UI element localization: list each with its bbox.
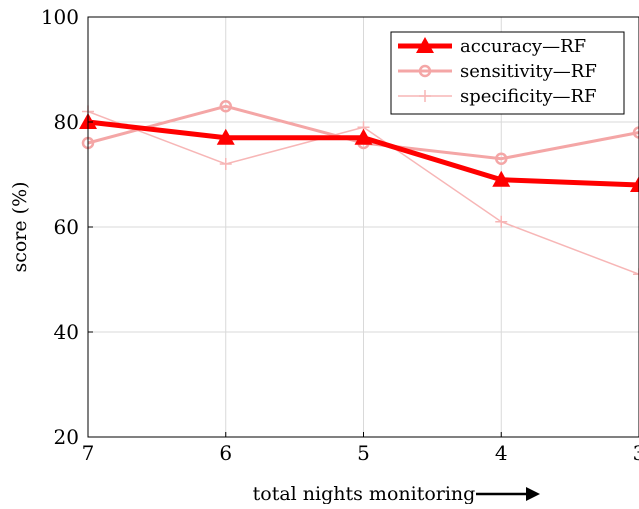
legend-marker [418,64,432,78]
x-tick-label: 6 [219,441,232,465]
data-point [495,215,508,228]
y-tick-label: 80 [54,110,79,134]
x-tick-label: 7 [82,441,95,465]
legend-label: accuracy—RF [460,36,586,57]
x-tick-label: 3 [633,441,639,465]
legend-item: accuracy—RF [398,36,586,57]
series-layer [79,100,639,281]
data-point [633,268,639,281]
data-point [632,126,639,139]
data-point [354,128,373,145]
series-1 [79,113,639,192]
data-point [219,100,232,113]
data-point [492,170,511,187]
legend: accuracy—RF sensitivity—RF specificity—RF [390,31,625,115]
x-tick-label: 4 [495,441,508,465]
x-tick-label: 5 [357,441,370,465]
data-point [219,158,232,170]
y-tick-label: 60 [54,215,79,239]
legend-label: sensitivity—RF [460,61,597,82]
legend-item: sensitivity—RF [398,61,597,82]
ticks: 7 6 5 4 3 20 40 60 80 100 [41,5,639,465]
legend-marker [419,90,431,102]
legend-marker [416,37,434,53]
y-tick-label: 20 [54,425,79,449]
data-point [216,128,235,145]
x-axis-label: total nights monitoring [253,483,476,504]
y-tick-label: 40 [54,320,79,344]
y-tick-label: 100 [41,5,79,29]
data-point [630,176,639,192]
legend-item: specificity—RF [398,86,597,107]
data-point [495,152,508,165]
legend-label: specificity—RF [460,86,597,107]
y-axis-label: score (%) [9,181,31,272]
x-axis-arrow-icon [476,487,540,501]
